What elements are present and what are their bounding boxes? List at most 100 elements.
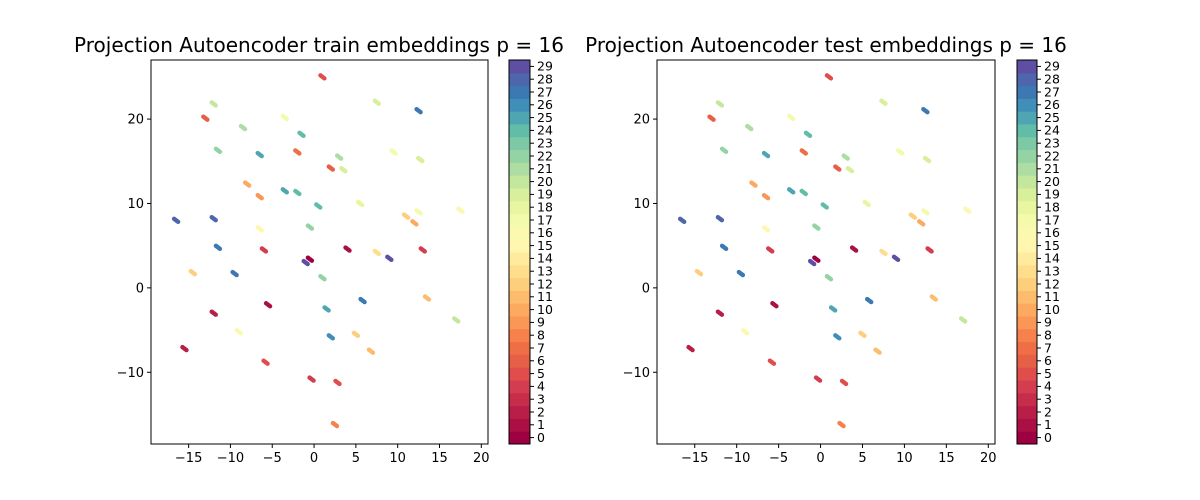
colorbar-tick-label: 26 — [537, 97, 553, 112]
data-cluster — [188, 268, 198, 277]
data-point — [362, 299, 367, 305]
data-point — [895, 257, 901, 263]
y-tick-label: 10 — [633, 197, 650, 212]
data-point — [828, 277, 834, 282]
y-tick-label: −10 — [117, 366, 144, 381]
colorbar-tick-label: 5 — [1044, 366, 1052, 381]
data-cluster — [833, 333, 842, 341]
data-cluster — [845, 166, 855, 174]
data-cluster — [355, 199, 365, 208]
data-points — [171, 73, 465, 429]
data-point — [816, 258, 821, 263]
data-point — [205, 117, 210, 122]
data-point — [803, 191, 808, 197]
data-cluster — [686, 344, 695, 353]
colorbar-segment — [1017, 418, 1037, 432]
y-tick-label: 20 — [127, 113, 144, 128]
data-cluster — [410, 219, 419, 227]
colorbar-segment — [509, 111, 530, 125]
data-point — [900, 151, 905, 156]
data-cluster — [238, 123, 248, 132]
data-point — [330, 336, 335, 341]
data-cluster — [820, 202, 829, 210]
data-cluster — [766, 246, 775, 254]
data-cluster — [209, 100, 218, 108]
colorbar-segment — [509, 341, 530, 355]
data-cluster — [297, 130, 306, 138]
data-cluster — [293, 148, 302, 156]
data-cluster — [921, 106, 930, 115]
data-point — [284, 190, 289, 195]
data-cluster — [891, 254, 901, 263]
colorbar-segment — [509, 354, 530, 368]
colorbar-tick-label: 21 — [1044, 161, 1060, 176]
colorbar-segment — [509, 149, 530, 163]
data-point — [456, 319, 461, 324]
x-tick-label: −10 — [217, 451, 244, 466]
data-point — [723, 149, 729, 154]
data-point — [338, 156, 344, 161]
colorbar-tick-label: 22 — [537, 148, 553, 163]
data-point — [841, 423, 846, 429]
data-cluster — [803, 130, 813, 138]
data-point — [309, 226, 315, 231]
plot-title: Projection Autoencoder train embeddings … — [74, 33, 564, 57]
data-cluster — [351, 330, 361, 338]
data-cluster — [401, 212, 411, 220]
data-point — [925, 109, 930, 115]
data-point — [967, 209, 972, 214]
data-point — [868, 299, 874, 305]
data-cluster — [824, 274, 834, 282]
data-cluster — [213, 243, 223, 252]
colorbar-tick-label: 14 — [1044, 251, 1060, 266]
data-point — [817, 378, 823, 383]
data-cluster — [255, 150, 264, 159]
data-cluster — [833, 164, 842, 172]
colorbar-segment — [1017, 124, 1037, 138]
data-cluster — [745, 123, 754, 132]
data-cluster — [366, 347, 376, 355]
colorbar-tick-label: 21 — [537, 161, 553, 176]
data-cluster — [719, 243, 729, 252]
data-cluster — [921, 208, 930, 216]
data-point — [824, 205, 829, 210]
colorbar-segment — [1017, 213, 1037, 227]
data-cluster — [343, 245, 352, 253]
data-point — [929, 249, 934, 254]
colorbar-tick-label: 25 — [1044, 110, 1060, 125]
colorbar-tick-label: 7 — [1044, 340, 1052, 355]
data-point — [765, 228, 771, 233]
colorbar-tick-label: 18 — [1044, 200, 1060, 215]
data-point — [309, 258, 315, 263]
data-cluster — [879, 98, 888, 106]
colorbar-segment — [1017, 392, 1037, 407]
colorbar-segment — [509, 175, 530, 189]
colorbar-segment — [1017, 60, 1037, 74]
data-cluster — [339, 166, 348, 174]
data-point — [192, 271, 198, 277]
data-point — [238, 331, 243, 336]
data-cluster — [422, 294, 432, 302]
colorbar-segment — [509, 367, 530, 381]
data-cluster — [824, 73, 834, 81]
colorbar: 0123456789101112131415161718192021222324… — [508, 59, 553, 445]
data-point — [355, 333, 361, 338]
x-tick-label: 5 — [858, 451, 866, 466]
data-point — [322, 76, 327, 81]
data-cluster — [813, 375, 823, 383]
colorbar-segment — [1017, 341, 1037, 355]
data-cluster — [740, 328, 750, 336]
colorbar-segment — [1017, 367, 1037, 381]
x-tick-label: −5 — [769, 451, 788, 466]
colorbar-segment — [509, 303, 530, 317]
plot-title: Projection Autoencoder test embeddings p… — [585, 33, 1067, 57]
colorbar-segment — [1017, 188, 1037, 202]
data-point — [843, 381, 849, 387]
data-point — [744, 331, 750, 336]
data-point — [259, 153, 264, 159]
data-point — [837, 167, 842, 172]
data-cluster — [259, 246, 269, 254]
data-point — [311, 378, 316, 383]
data-cluster — [925, 246, 934, 254]
data-point — [711, 117, 716, 122]
